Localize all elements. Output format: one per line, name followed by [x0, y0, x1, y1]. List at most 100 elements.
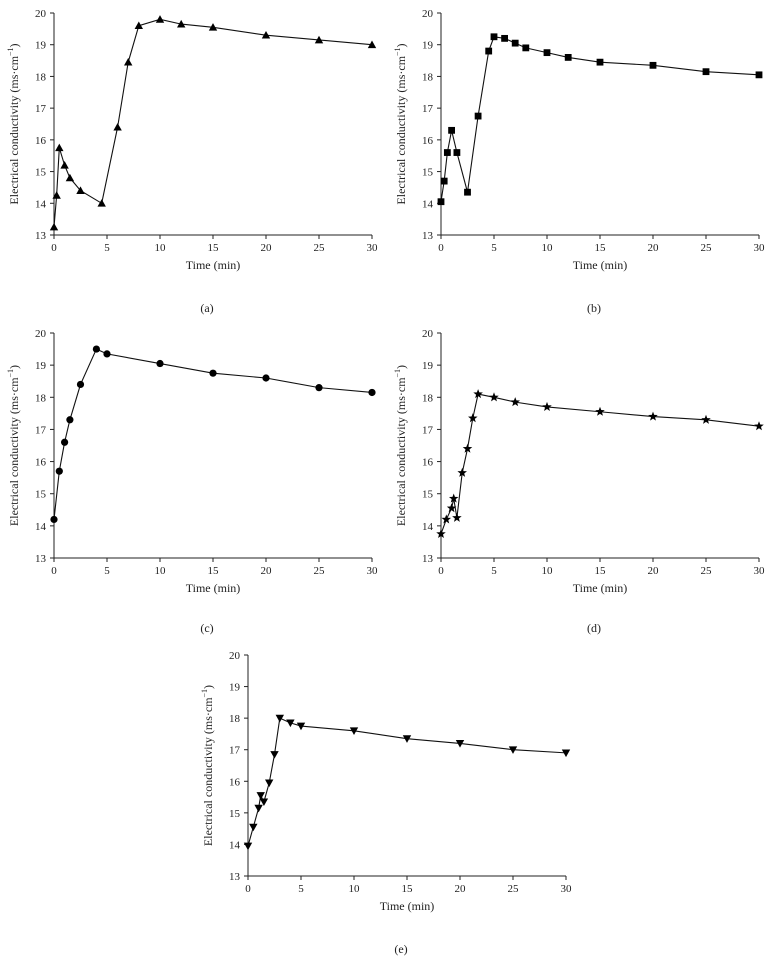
panel-label: (d)	[587, 621, 601, 635]
x-tick-label: 5	[298, 883, 304, 895]
data-point	[113, 122, 122, 131]
y-tick-label: 20	[422, 328, 434, 340]
x-tick-label: 25	[701, 242, 713, 254]
data-point	[649, 61, 657, 69]
data-point	[60, 161, 69, 169]
y-tick-label: 16	[229, 776, 241, 788]
y-tick-label: 13	[422, 553, 434, 565]
y-tick-label: 15	[422, 489, 434, 501]
y-tick-label: 15	[35, 489, 47, 501]
data-point	[61, 438, 69, 446]
data-point	[702, 68, 710, 76]
data-point	[55, 467, 63, 475]
x-tick-label: 0	[438, 242, 444, 254]
y-tick-label: 18	[35, 392, 47, 404]
y-tick-label: 17	[35, 424, 47, 436]
series-line	[53, 348, 373, 520]
data-point	[754, 421, 764, 431]
data-point	[55, 143, 64, 152]
y-tick-label: 19	[35, 40, 47, 52]
y-tick-label: 20	[229, 650, 241, 662]
x-tick-label: 15	[208, 242, 220, 254]
y-tick-label: 13	[35, 230, 47, 242]
x-tick-label: 25	[701, 565, 713, 577]
data-point	[501, 34, 508, 42]
data-point	[134, 21, 143, 30]
x-tick-label: 10	[349, 883, 361, 895]
data-point	[261, 31, 271, 39]
data-point	[701, 414, 711, 424]
data-point	[542, 401, 552, 411]
data-point	[489, 392, 499, 402]
y-axis-title: Electrical conductivity (ms·cm−1)	[200, 685, 215, 846]
x-tick-label: 25	[508, 883, 520, 895]
data-point	[468, 413, 478, 423]
data-point	[270, 751, 279, 759]
chart-panel: 0 5 10 15 20 25 30 13 14 15 16 17 18 19 20 Time (min) El…	[393, 328, 765, 635]
data-point	[441, 514, 452, 524]
x-tick-label: 20	[648, 242, 660, 254]
panel-label: (b)	[587, 301, 601, 315]
data-point	[648, 411, 658, 421]
x-tick-label: 15	[208, 565, 220, 577]
data-point	[275, 714, 284, 723]
x-axis-title: Time (min)	[380, 899, 435, 913]
x-tick-label: 5	[104, 242, 110, 254]
data-point	[49, 222, 59, 231]
x-axis-title: Time (min)	[186, 258, 241, 272]
data-point	[490, 33, 498, 41]
x-axis-title: Time (min)	[573, 258, 628, 272]
data-point	[452, 512, 462, 522]
x-tick-label: 10	[542, 242, 554, 254]
x-tick-label: 10	[155, 242, 167, 254]
data-point	[52, 191, 61, 199]
data-point	[446, 503, 457, 513]
y-tick-label: 13	[422, 230, 434, 242]
data-point	[443, 149, 451, 156]
data-point	[522, 44, 530, 52]
y-tick-label: 15	[229, 808, 241, 820]
y-axis-title: Electrical conductivity (ms·cm−1)	[6, 43, 21, 204]
x-tick-label: 20	[261, 242, 273, 254]
data-point	[543, 49, 551, 57]
x-tick-label: 20	[261, 565, 273, 577]
x-tick-label: 0	[51, 565, 57, 577]
y-tick-label: 14	[35, 521, 47, 533]
series-line	[440, 36, 760, 202]
y-tick-label: 16	[35, 457, 47, 469]
data-point	[474, 112, 482, 120]
y-tick-label: 15	[422, 167, 434, 179]
data-point	[455, 740, 465, 748]
y-tick-label: 20	[35, 8, 47, 20]
y-tick-label: 13	[35, 553, 47, 565]
y-tick-label: 18	[35, 71, 47, 83]
data-point	[453, 149, 461, 156]
data-point	[156, 359, 164, 368]
y-tick-label: 14	[229, 839, 241, 851]
data-point	[65, 173, 75, 182]
data-point	[448, 126, 455, 134]
data-point	[177, 19, 186, 28]
series-line	[53, 18, 373, 228]
y-tick-label: 19	[422, 40, 434, 52]
data-point	[286, 719, 295, 728]
x-tick-label: 25	[314, 565, 326, 577]
chart-panel: 0 5 10 15 20 25 30 13 14 15 16 17 18 19 20 Time (min) El…	[6, 328, 378, 635]
data-point	[368, 388, 376, 397]
y-tick-label: 14	[422, 521, 434, 533]
data-point	[464, 188, 471, 196]
y-tick-label: 20	[35, 328, 47, 340]
x-tick-label: 20	[455, 883, 467, 895]
data-point	[208, 23, 218, 31]
y-tick-label: 18	[229, 713, 241, 725]
x-tick-label: 5	[491, 242, 497, 254]
x-tick-label: 0	[245, 883, 251, 895]
data-point	[561, 749, 571, 758]
y-tick-label: 15	[35, 167, 47, 179]
x-tick-label: 10	[155, 565, 167, 577]
y-tick-label: 19	[422, 360, 434, 372]
data-point	[97, 199, 106, 207]
panel-label: (e)	[394, 942, 407, 956]
data-point	[243, 842, 253, 851]
